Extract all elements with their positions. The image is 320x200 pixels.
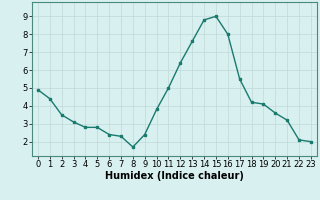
X-axis label: Humidex (Indice chaleur): Humidex (Indice chaleur): [105, 171, 244, 181]
